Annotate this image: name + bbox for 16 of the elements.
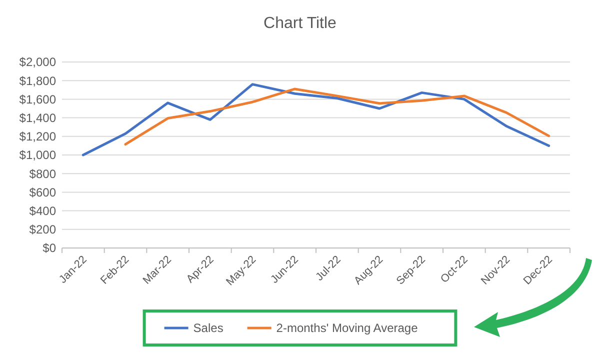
y-tick-label: $0 bbox=[42, 241, 56, 256]
y-tick-label: $2,000 bbox=[19, 55, 56, 70]
y-tick-label: $800 bbox=[29, 166, 56, 181]
y-tick-label: $1,600 bbox=[19, 92, 56, 106]
chart-title: Chart Title bbox=[264, 15, 337, 32]
y-tick-label: $1,000 bbox=[19, 148, 56, 162]
y-tick-label: $200 bbox=[29, 222, 56, 237]
y-tick-label: $600 bbox=[29, 185, 56, 200]
legend-label: 2-months' Moving Average bbox=[276, 321, 418, 336]
legend-label: Sales bbox=[193, 321, 224, 336]
y-tick-label: $1,200 bbox=[19, 130, 56, 144]
y-tick-label: $1,400 bbox=[19, 111, 56, 125]
y-tick-label: $400 bbox=[29, 204, 56, 218]
line-series bbox=[82, 83, 550, 156]
y-tick-label: $1,800 bbox=[19, 74, 56, 88]
line-series bbox=[124, 88, 550, 146]
